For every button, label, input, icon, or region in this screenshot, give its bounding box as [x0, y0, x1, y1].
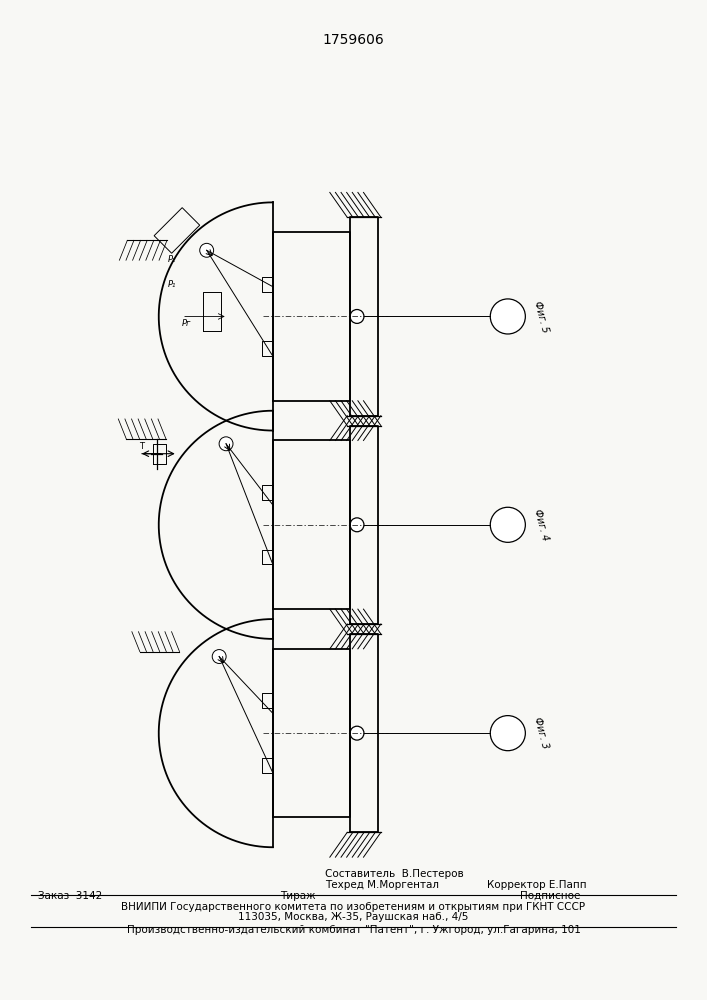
Text: Заказ  3142: Заказ 3142: [38, 891, 102, 901]
Circle shape: [350, 310, 364, 323]
Circle shape: [350, 518, 364, 532]
Circle shape: [490, 716, 525, 751]
Circle shape: [490, 507, 525, 542]
Text: Техред М.Моргентал: Техред М.Моргентал: [325, 880, 440, 890]
Text: Р₁: Р₁: [168, 280, 176, 289]
Text: Составитель  В.Пестеров: Составитель В.Пестеров: [325, 869, 464, 879]
Text: Производственно-издательский комбинат "Патент", г. Ужгород, ул.Гагарина, 101: Производственно-издательский комбинат "П…: [127, 925, 580, 935]
Text: ВНИИПИ Государственного комитета по изобретениям и открытиям при ГКНТ СССР: ВНИИПИ Государственного комитета по изоб…: [122, 902, 585, 912]
Text: Рг: Рг: [182, 319, 192, 328]
Circle shape: [212, 650, 226, 663]
Circle shape: [490, 299, 525, 334]
Text: Р₂: Р₂: [168, 255, 176, 264]
Text: Тираж: Тираж: [279, 891, 315, 901]
Text: Фиг. 4: Фиг. 4: [532, 508, 551, 542]
Text: Фиг. 3: Фиг. 3: [532, 716, 551, 750]
Text: Фиг. 5: Фиг. 5: [532, 300, 551, 333]
Text: Подписное: Подписное: [520, 891, 580, 901]
Text: 113035, Москва, Ж-35, Раушская наб., 4/5: 113035, Москва, Ж-35, Раушская наб., 4/5: [238, 912, 469, 922]
Circle shape: [219, 437, 233, 451]
Circle shape: [350, 726, 364, 740]
Text: 1759606: 1759606: [322, 33, 385, 47]
Circle shape: [200, 243, 214, 257]
Text: Корректор Е.Папп: Корректор Е.Папп: [487, 880, 586, 890]
Text: T: T: [139, 442, 144, 451]
